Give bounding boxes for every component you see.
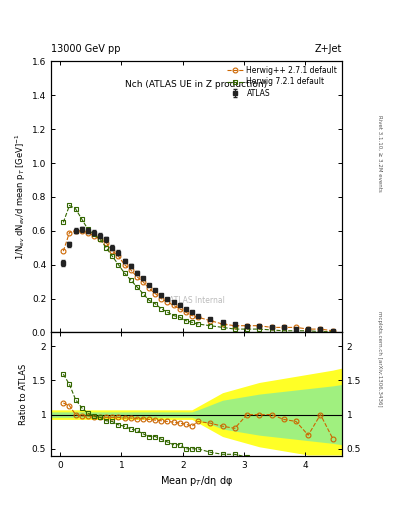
Herwig 7.2.1 default <box>331 329 335 335</box>
Herwig++ 2.7.1 default <box>129 267 133 273</box>
Herwig 7.2.1 default <box>208 323 213 329</box>
Herwig++ 2.7.1 default <box>134 273 139 280</box>
Herwig++ 2.7.1 default <box>116 253 121 259</box>
Text: 13000 GeV pp: 13000 GeV pp <box>51 44 121 54</box>
Herwig 7.2.1 default <box>318 329 323 335</box>
Herwig++ 2.7.1 default <box>269 324 274 330</box>
Herwig++ 2.7.1 default <box>122 262 127 268</box>
Herwig 7.2.1 default <box>257 326 262 332</box>
Herwig++ 2.7.1 default <box>189 312 194 318</box>
Legend: Herwig++ 2.7.1 default, Herwig 7.2.1 default, ATLAS: Herwig++ 2.7.1 default, Herwig 7.2.1 def… <box>224 63 340 101</box>
Herwig 7.2.1 default <box>110 253 115 259</box>
Herwig++ 2.7.1 default <box>92 233 96 239</box>
Herwig++ 2.7.1 default <box>171 302 176 308</box>
Y-axis label: 1/N$_{ev}$ dN$_{ev}$/d mean p$_{T}$ [GeV]$^{-1}$: 1/N$_{ev}$ dN$_{ev}$/d mean p$_{T}$ [GeV… <box>13 134 28 260</box>
X-axis label: Mean p$_{T}$/dη dφ: Mean p$_{T}$/dη dφ <box>160 474 233 488</box>
Herwig 7.2.1 default <box>67 202 72 208</box>
Herwig 7.2.1 default <box>281 328 286 334</box>
Herwig++ 2.7.1 default <box>165 299 170 305</box>
Herwig++ 2.7.1 default <box>232 323 237 329</box>
Herwig++ 2.7.1 default <box>79 228 84 234</box>
Herwig 7.2.1 default <box>184 317 188 324</box>
Herwig 7.2.1 default <box>220 324 225 330</box>
Herwig++ 2.7.1 default <box>306 326 310 332</box>
Herwig++ 2.7.1 default <box>331 328 335 334</box>
Herwig++ 2.7.1 default <box>141 279 145 285</box>
Herwig 7.2.1 default <box>92 231 96 237</box>
Y-axis label: Ratio to ATLAS: Ratio to ATLAS <box>19 364 28 425</box>
Herwig 7.2.1 default <box>294 328 298 334</box>
Text: Rivet 3.1.10, ≥ 3.2M events: Rivet 3.1.10, ≥ 3.2M events <box>377 115 382 192</box>
Herwig 7.2.1 default <box>153 301 158 307</box>
Herwig 7.2.1 default <box>61 219 66 225</box>
Line: Herwig++ 2.7.1 default: Herwig++ 2.7.1 default <box>61 228 335 333</box>
Herwig++ 2.7.1 default <box>208 317 213 324</box>
Herwig 7.2.1 default <box>122 270 127 276</box>
Text: Nch (ATLAS UE in Z production): Nch (ATLAS UE in Z production) <box>125 80 268 90</box>
Herwig++ 2.7.1 default <box>104 240 108 246</box>
Herwig 7.2.1 default <box>196 321 200 327</box>
Line: Herwig 7.2.1 default: Herwig 7.2.1 default <box>61 203 335 334</box>
Herwig++ 2.7.1 default <box>294 324 298 330</box>
Herwig 7.2.1 default <box>116 262 121 268</box>
Herwig 7.2.1 default <box>306 328 310 334</box>
Herwig++ 2.7.1 default <box>73 228 78 234</box>
Herwig 7.2.1 default <box>245 326 250 332</box>
Herwig++ 2.7.1 default <box>257 323 262 329</box>
Herwig 7.2.1 default <box>189 319 194 326</box>
Herwig 7.2.1 default <box>177 314 182 321</box>
Herwig++ 2.7.1 default <box>61 248 66 254</box>
Herwig 7.2.1 default <box>98 236 103 242</box>
Herwig++ 2.7.1 default <box>159 295 163 302</box>
Herwig++ 2.7.1 default <box>281 324 286 330</box>
Herwig 7.2.1 default <box>232 326 237 332</box>
Herwig++ 2.7.1 default <box>318 326 323 332</box>
Herwig++ 2.7.1 default <box>85 229 90 236</box>
Herwig 7.2.1 default <box>171 312 176 318</box>
Herwig++ 2.7.1 default <box>153 290 158 296</box>
Herwig 7.2.1 default <box>79 216 84 222</box>
Herwig++ 2.7.1 default <box>67 229 72 236</box>
Herwig++ 2.7.1 default <box>147 285 151 291</box>
Herwig 7.2.1 default <box>159 306 163 312</box>
Herwig 7.2.1 default <box>104 245 108 251</box>
Herwig++ 2.7.1 default <box>196 314 200 321</box>
Herwig++ 2.7.1 default <box>184 309 188 315</box>
Herwig 7.2.1 default <box>134 284 139 290</box>
Herwig++ 2.7.1 default <box>245 323 250 329</box>
Herwig 7.2.1 default <box>147 297 151 304</box>
Text: mcplots.cern.ch [arXiv:1306.3436]: mcplots.cern.ch [arXiv:1306.3436] <box>377 311 382 406</box>
Herwig 7.2.1 default <box>141 290 145 296</box>
Herwig++ 2.7.1 default <box>98 236 103 242</box>
Herwig 7.2.1 default <box>73 206 78 212</box>
Herwig++ 2.7.1 default <box>177 306 182 312</box>
Herwig 7.2.1 default <box>129 277 133 283</box>
Herwig 7.2.1 default <box>165 309 170 315</box>
Text: ATLAS Internal: ATLAS Internal <box>169 296 224 305</box>
Herwig 7.2.1 default <box>85 226 90 232</box>
Text: Z+Jet: Z+Jet <box>314 44 342 54</box>
Herwig 7.2.1 default <box>269 327 274 333</box>
Herwig++ 2.7.1 default <box>220 321 225 327</box>
Herwig++ 2.7.1 default <box>110 248 115 254</box>
